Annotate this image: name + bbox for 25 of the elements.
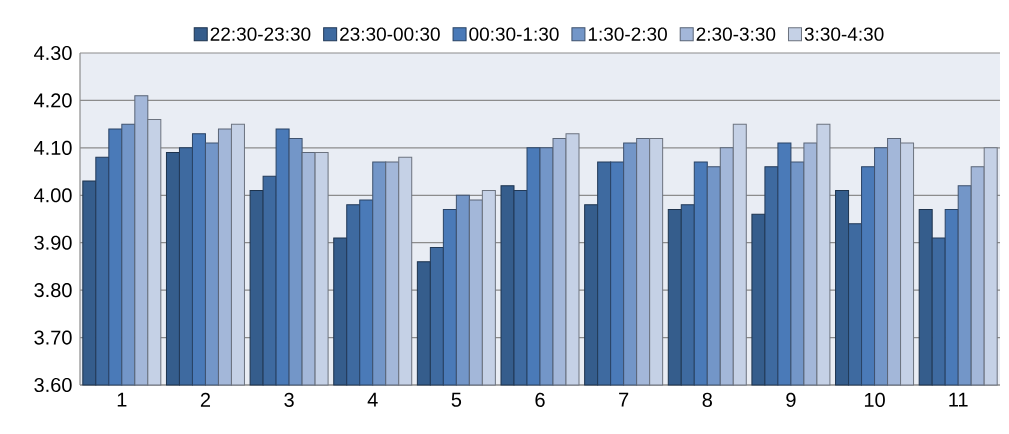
- y-tick-label: 4.30: [34, 45, 72, 61]
- y-tick-label: 3.80: [34, 283, 72, 298]
- legend-label: 1:30-2:30: [588, 27, 667, 41]
- x-tick-label: 6: [535, 392, 545, 407]
- x-tick-label: 2: [200, 392, 211, 407]
- x-tick-label: 3: [284, 392, 294, 407]
- x-tick-label: 1: [117, 392, 127, 407]
- y-tick-label: 3.90: [34, 235, 72, 250]
- x-tick-label: 9: [786, 392, 796, 407]
- legend-label: 23:30-00:30: [340, 27, 440, 41]
- y-tick-label: 4.00: [34, 188, 72, 203]
- legend-label: 22:30-23:30: [210, 27, 311, 41]
- x-tick-label: 4: [367, 392, 378, 407]
- y-tick-label: 3.60: [34, 377, 72, 393]
- x-tick-label: 7: [619, 392, 629, 407]
- x-tick-label: 5: [451, 392, 462, 407]
- x-tick-label: 11: [949, 392, 968, 407]
- x-tick-label: 8: [702, 392, 712, 407]
- y-tick-label: 4.20: [34, 93, 72, 108]
- legend-label: 2:30-3:30: [696, 27, 776, 41]
- x-tick-label: 10: [864, 392, 885, 407]
- y-tick-label: 3.70: [34, 330, 72, 345]
- legend-label: 00:30-1:30: [469, 27, 559, 41]
- y-tick-label: 4.10: [34, 140, 72, 155]
- legend-label: 3:30-4:30: [804, 27, 884, 41]
